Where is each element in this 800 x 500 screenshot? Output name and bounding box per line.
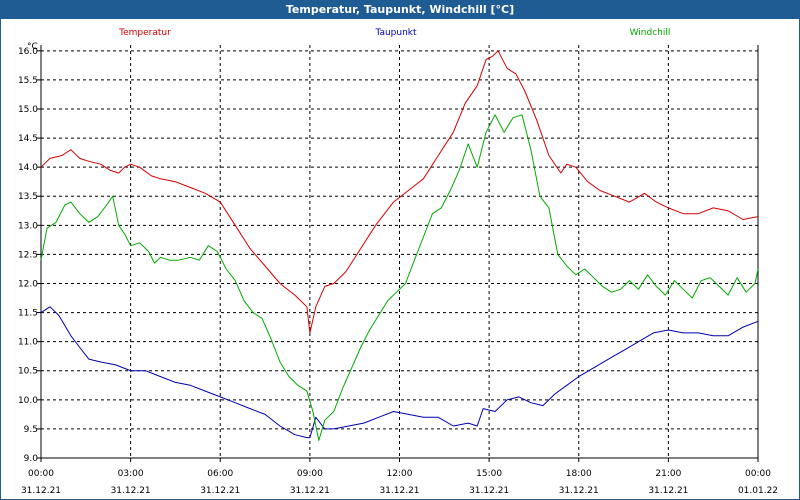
y-tick-label: 9.5 bbox=[24, 425, 38, 435]
y-tick-label: 16.0 bbox=[18, 47, 38, 57]
series-line-windchill bbox=[40, 114, 759, 441]
y-tick-label: 11.5 bbox=[18, 309, 38, 319]
legend-label-taupunkt: Taupunkt bbox=[374, 28, 417, 38]
legend-label-windchill: Windchill bbox=[630, 28, 671, 38]
y-tick-label: 15.0 bbox=[18, 105, 38, 115]
x-tick-date-label: 31.12.21 bbox=[379, 486, 419, 496]
x-tick-date-label: 31.12.21 bbox=[648, 486, 688, 496]
x-tick-date-label: 31.12.21 bbox=[200, 486, 240, 496]
y-tick-label: 9.0 bbox=[24, 454, 39, 464]
y-tick-label: 12.0 bbox=[18, 279, 38, 289]
grid-lines bbox=[41, 45, 758, 458]
y-axis-unit-label: °C bbox=[27, 42, 38, 52]
x-tick-date-label: 31.12.21 bbox=[21, 486, 61, 496]
x-tick-time-label: 21:00 bbox=[655, 469, 681, 479]
x-tick-date-label: 31.12.21 bbox=[469, 486, 509, 496]
axis-labels: 16.0 15.5 15.0 14.5 14.0 13.5 13.0 12.5 12.0 11.5… bbox=[18, 28, 778, 496]
x-tick-time-label: 00:00 bbox=[745, 469, 771, 479]
series-line-temperatur bbox=[40, 50, 759, 334]
x-tick-date-label: 31.12.21 bbox=[111, 486, 151, 496]
y-tick-label: 13.0 bbox=[18, 221, 38, 231]
y-tick-label: 15.5 bbox=[18, 76, 38, 86]
x-tick-time-label: 18:00 bbox=[566, 469, 592, 479]
x-tick-time-label: 12:00 bbox=[387, 469, 413, 479]
y-tick-label: 12.5 bbox=[18, 250, 38, 260]
chart-title: Temperatur, Taupunkt, Windchill [°C] bbox=[1, 1, 799, 19]
series-lines bbox=[40, 50, 759, 441]
series-line-taupunkt bbox=[40, 306, 759, 439]
x-tick-time-label: 15:00 bbox=[476, 469, 502, 479]
x-tick-time-label: 03:00 bbox=[118, 469, 144, 479]
legend-label-temperatur: Temperatur bbox=[118, 28, 171, 38]
x-tick-time-label: 09:00 bbox=[297, 469, 323, 479]
y-tick-label: 13.5 bbox=[18, 192, 38, 202]
x-tick-date-label: 01.01.22 bbox=[738, 486, 778, 496]
x-tick-date-label: 31.12.21 bbox=[559, 486, 599, 496]
y-tick-label: 11.0 bbox=[18, 338, 38, 348]
x-tick-time-label: 06:00 bbox=[207, 469, 233, 479]
x-tick-time-label: 00:00 bbox=[28, 469, 54, 479]
y-tick-label: 10.5 bbox=[18, 367, 38, 377]
x-tick-date-label: 31.12.21 bbox=[290, 486, 330, 496]
y-tick-label: 14.5 bbox=[18, 134, 38, 144]
y-tick-label: 10.0 bbox=[18, 396, 38, 406]
axes bbox=[37, 45, 759, 462]
y-tick-label: 14.0 bbox=[18, 163, 38, 173]
